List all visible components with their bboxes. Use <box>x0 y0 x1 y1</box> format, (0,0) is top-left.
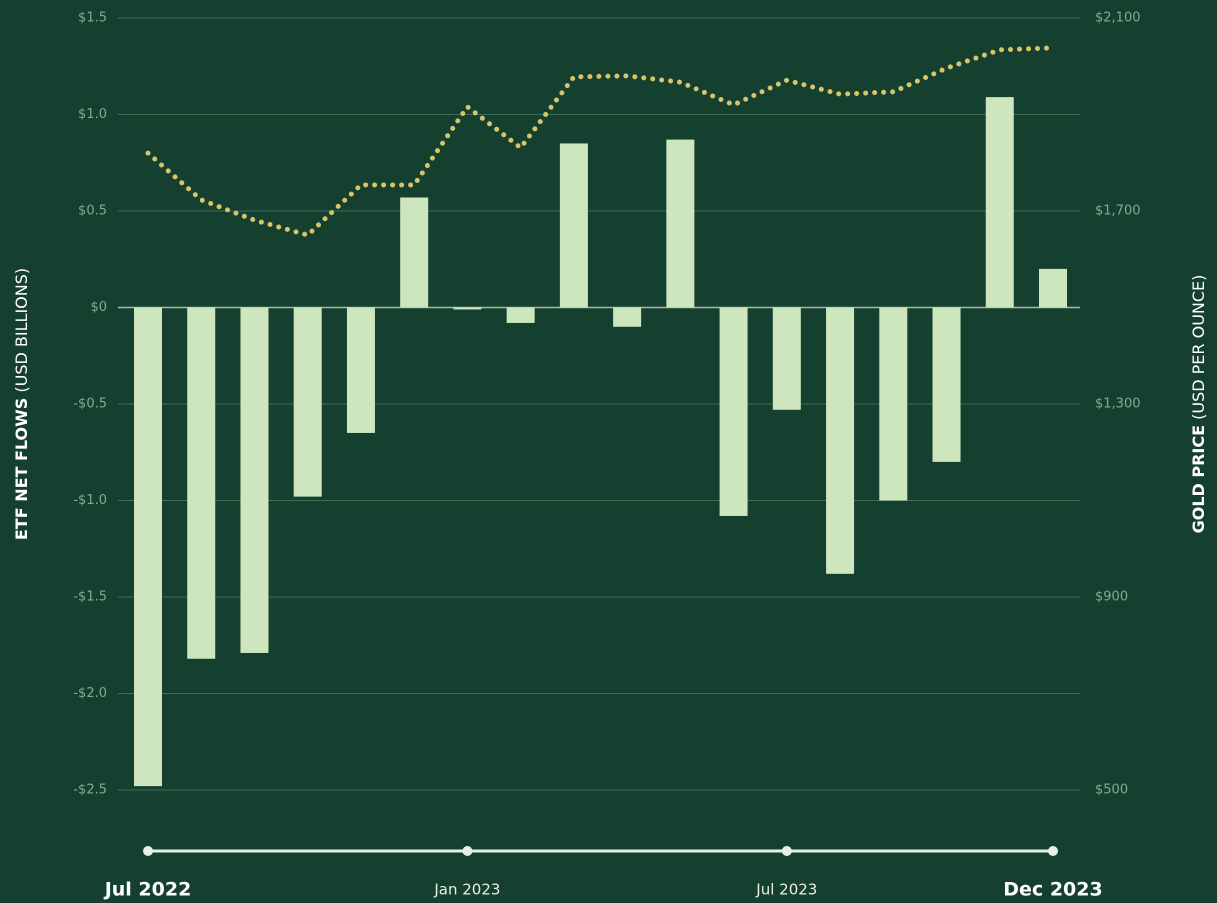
y2-tick-label: $900 <box>1095 590 1128 605</box>
bar <box>187 307 216 659</box>
y-tick-label: -$2.5 <box>73 783 107 798</box>
x-tick-label: Dec 2023 <box>1003 879 1102 901</box>
bar <box>666 139 695 308</box>
bar <box>932 307 961 462</box>
bar <box>772 307 801 410</box>
y-tick-label: -$0.5 <box>73 397 107 412</box>
bar <box>240 307 269 653</box>
bar <box>453 307 482 310</box>
x-tick-label: Jan 2023 <box>433 881 500 899</box>
y2-tick-label: $1,300 <box>1095 397 1141 412</box>
y-axis-title-text: ETF NET FLOWS (USD BILLIONS) <box>12 268 31 540</box>
timeline-dot <box>1048 846 1058 856</box>
y2-axis-title-text: GOLD PRICE (USD PER OUNCE) <box>1189 275 1208 534</box>
y2-axis-title: GOLD PRICE (USD PER OUNCE) <box>1189 275 1208 534</box>
bar <box>1039 268 1067 308</box>
y-tick-label: -$1.5 <box>73 590 107 605</box>
y2-label-unit: (USD PER OUNCE) <box>1189 275 1208 420</box>
bar <box>719 307 748 516</box>
bar <box>879 307 908 501</box>
y-tick-label: $1.5 <box>78 11 107 26</box>
bar <box>559 143 588 308</box>
y-tick-label: -$2.0 <box>73 686 107 701</box>
bar <box>293 307 322 497</box>
y-label-unit: (USD BILLIONS) <box>12 268 31 393</box>
timeline-dot <box>781 846 792 856</box>
bar <box>826 307 855 574</box>
bar <box>400 197 429 308</box>
bar <box>985 97 1014 308</box>
gold-price-line <box>145 45 1056 238</box>
bar <box>613 307 642 327</box>
timeline-dot <box>462 846 473 856</box>
y2-tick-label: $1,700 <box>1095 204 1141 219</box>
y-tick-label: $1.0 <box>78 107 107 122</box>
timeline-dot <box>143 846 153 856</box>
bar <box>506 307 535 323</box>
x-tick-label: Jul 2022 <box>103 879 192 901</box>
y-tick-label: $0.5 <box>78 204 107 219</box>
y2-label-bold: GOLD PRICE <box>1189 425 1208 533</box>
y2-tick-label: $500 <box>1095 783 1128 798</box>
y-tick-label: -$1.0 <box>73 493 107 508</box>
bar <box>346 307 375 433</box>
y2-tick-label: $2,100 <box>1095 11 1141 26</box>
y-label-bold: ETF NET FLOWS <box>12 398 31 540</box>
y-axis-title: ETF NET FLOWS (USD BILLIONS) <box>12 268 31 540</box>
y-tick-label: $0 <box>90 300 107 315</box>
bar <box>134 307 162 787</box>
x-tick-label: Jul 2023 <box>755 881 817 899</box>
